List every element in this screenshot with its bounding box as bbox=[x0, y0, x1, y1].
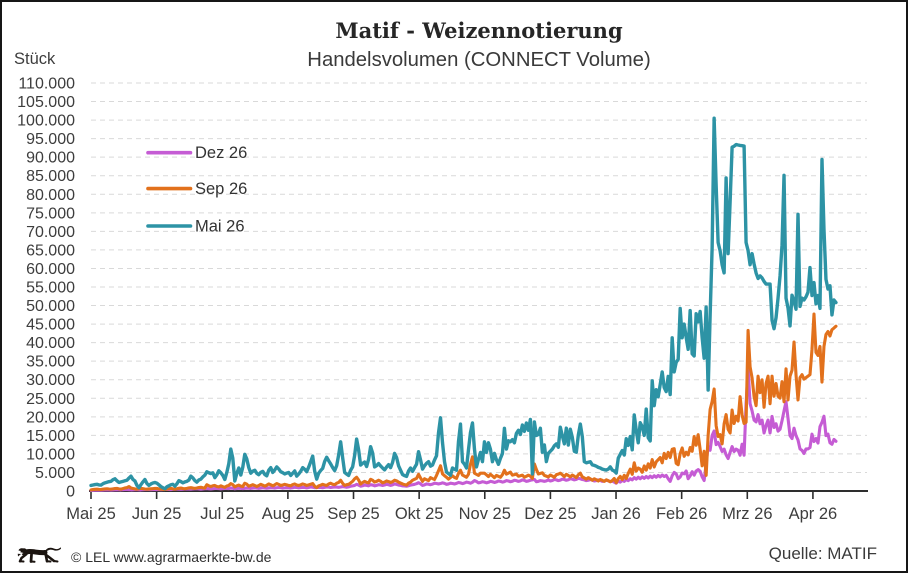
y-tick-label: 80.000 bbox=[26, 187, 75, 204]
y-tick-label: 45.000 bbox=[26, 317, 75, 334]
x-tick-label: Mrz 26 bbox=[722, 505, 772, 523]
footer-copyright: © LEL www.agrarmaerkte-bw.de bbox=[71, 549, 272, 565]
y-tick-label: 15.000 bbox=[26, 428, 75, 445]
x-tick-label: Feb 26 bbox=[656, 505, 707, 523]
y-tick-label: 40.000 bbox=[26, 335, 75, 352]
series-lines bbox=[91, 118, 836, 490]
y-tick-label: 50.000 bbox=[26, 298, 75, 315]
y-tick-label: 100.000 bbox=[17, 113, 75, 130]
lion-shape bbox=[54, 561, 58, 562]
y-tick-label: 85.000 bbox=[26, 168, 75, 185]
y-tick-label: 5.000 bbox=[35, 465, 75, 482]
legend-label-dez-26: Dez 26 bbox=[195, 144, 247, 162]
y-tick-label: 60.000 bbox=[26, 261, 75, 278]
y-tick-label: 65.000 bbox=[26, 242, 75, 259]
y-tick-label: 110.000 bbox=[18, 76, 75, 93]
y-tick-label: 105.000 bbox=[17, 94, 75, 111]
y-axis-unit-label: Stück bbox=[14, 50, 56, 68]
y-tick-label: 55.000 bbox=[26, 280, 75, 297]
lion-shape bbox=[18, 554, 21, 557]
y-tick-label: 90.000 bbox=[26, 150, 75, 167]
x-tick-label: Aug 25 bbox=[262, 505, 314, 523]
bw-lion-icon bbox=[18, 547, 62, 562]
x-axis bbox=[89, 491, 868, 499]
y-tick-label: 70.000 bbox=[26, 224, 75, 241]
x-tick-label: Mai 25 bbox=[66, 505, 116, 523]
legend-label-mai-26: Mai 26 bbox=[195, 218, 245, 236]
x-tick-label: Okt 25 bbox=[395, 505, 444, 523]
x-tick-label: Jun 25 bbox=[132, 505, 182, 523]
x-tick-label: Dez 25 bbox=[524, 505, 576, 523]
y-tick-label: 95.000 bbox=[26, 131, 75, 148]
y-tick-label: 0 bbox=[66, 484, 75, 501]
legend-label-sep-26: Sep 26 bbox=[195, 180, 247, 198]
source-label: Quelle: MATIF bbox=[769, 544, 877, 563]
x-tick-label: Nov 25 bbox=[459, 505, 511, 523]
x-tick-label: Sep 25 bbox=[327, 505, 379, 523]
lion-shape bbox=[31, 555, 32, 562]
y-tick-label: 20.000 bbox=[26, 409, 75, 426]
x-tick-label: Apr 26 bbox=[789, 505, 838, 523]
gridlines bbox=[91, 83, 867, 472]
x-tick-label: Jan 26 bbox=[591, 505, 641, 523]
y-tick-label: 75.000 bbox=[26, 205, 75, 222]
lion-shape bbox=[20, 554, 27, 561]
x-axis-tick-labels: Mai 25 Jun 25 Jul 25 Aug 25 Sep 25 Okt 25 Nov … bbox=[66, 505, 837, 523]
page-title: Matif - Weizennotierung bbox=[335, 18, 623, 43]
x-tick-label: Jul 25 bbox=[200, 505, 244, 523]
footer: © LEL www.agrarmaerkte-bw.de Quelle: MAT… bbox=[18, 544, 878, 565]
lion-shape bbox=[46, 554, 48, 562]
chart-legend: Dez 26 Sep 26 Mai 26 bbox=[148, 144, 247, 235]
y-tick-label: 35.000 bbox=[26, 354, 75, 371]
y-tick-label: 25.000 bbox=[26, 391, 75, 408]
y-tick-label: 10.000 bbox=[26, 446, 75, 463]
chart-subtitle: Handelsvolumen (CONNECT Volume) bbox=[307, 49, 650, 71]
y-tick-label: 30.000 bbox=[26, 372, 75, 389]
